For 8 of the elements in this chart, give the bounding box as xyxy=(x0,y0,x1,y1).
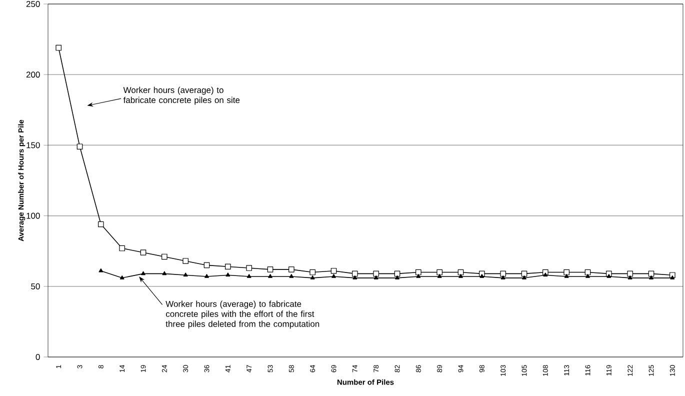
y-tick-label: 150 xyxy=(26,142,40,148)
annotation: Worker hours (average) to fabricate concrete piles on site xyxy=(123,86,240,105)
y-tick-label: 50 xyxy=(31,283,40,290)
y-tick-label: 100 xyxy=(26,212,40,219)
y-tick-label: 0 xyxy=(36,354,40,360)
y-tick-label: 250 xyxy=(26,0,40,7)
annotation: Worker hours (average) to fabricate concrete piles with the effort of the first three piles deleted from the computation xyxy=(166,300,320,329)
y-tick-label: 200 xyxy=(26,72,40,78)
